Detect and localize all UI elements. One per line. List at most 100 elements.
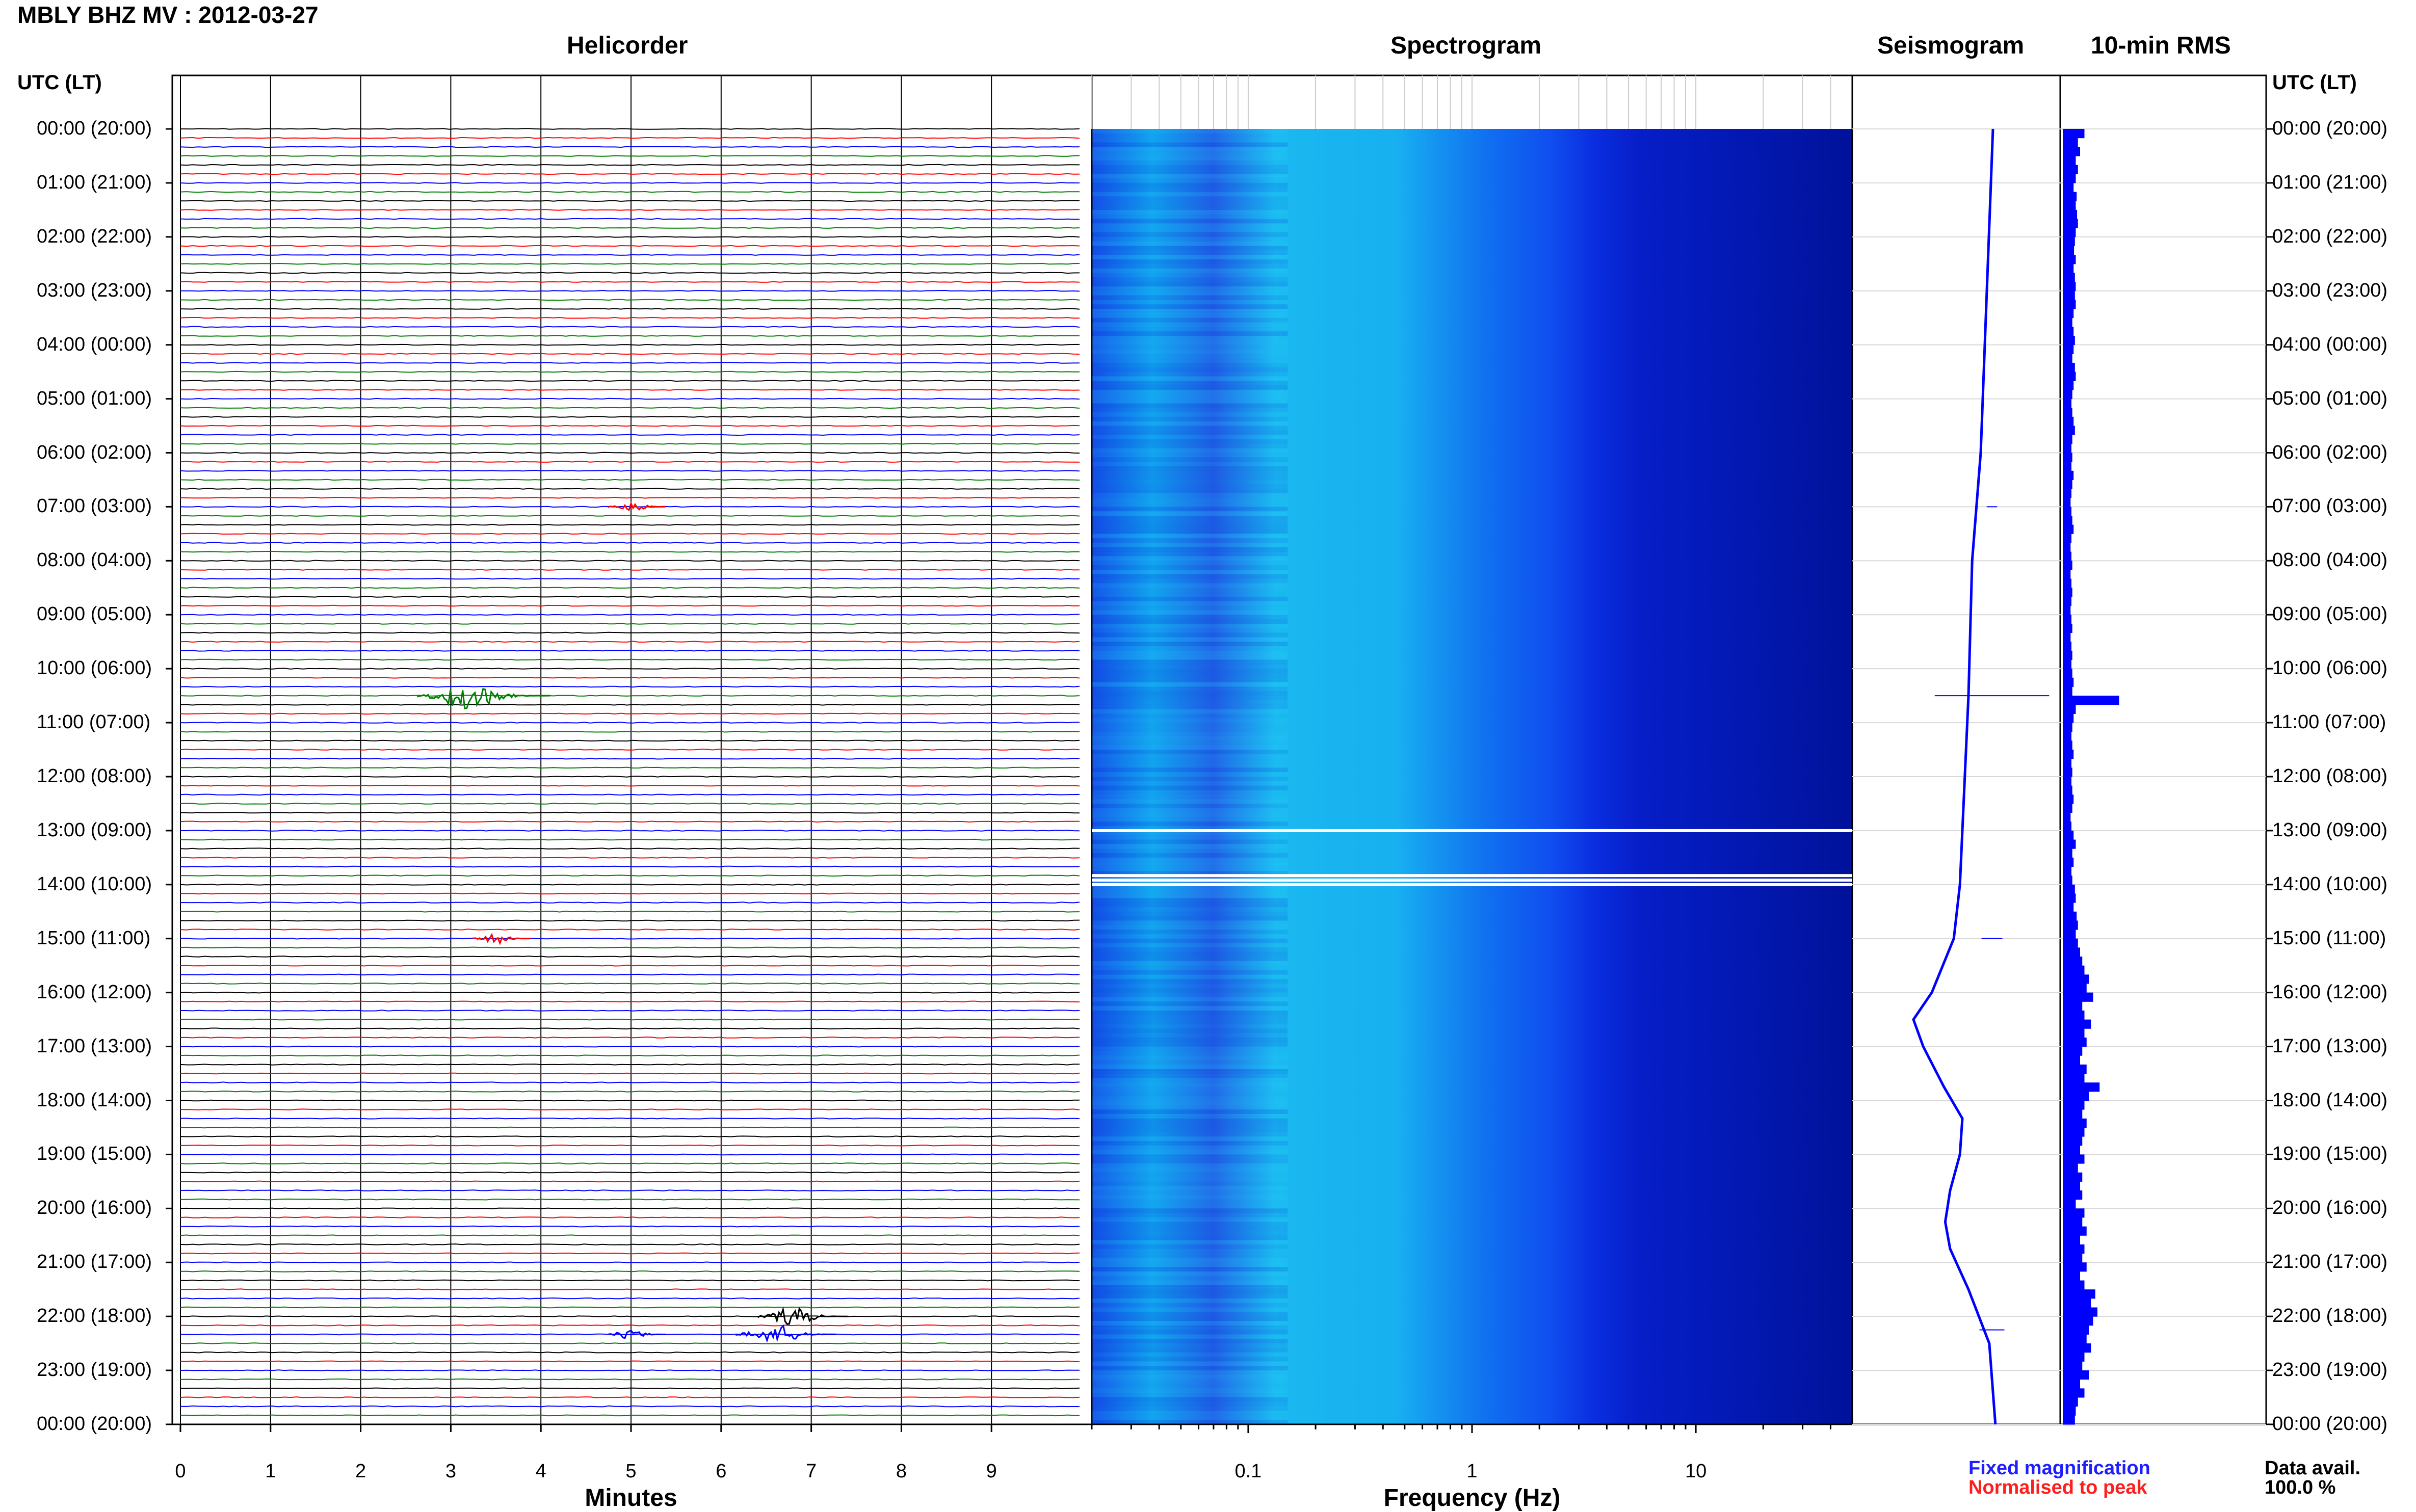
spectrogram-stripe [1092, 1010, 1288, 1015]
spectrogram-stripe [1092, 1069, 1288, 1074]
time-label-left: 09:00 (05:00) [37, 603, 152, 625]
helicorder-trace [180, 218, 1080, 220]
spectrogram-stripe [1092, 794, 1288, 800]
spectrogram-stripe [1092, 466, 1288, 471]
spectrogram-stripe [1092, 1177, 1288, 1182]
rms-bar [2063, 453, 2072, 462]
rms-bars [2063, 129, 2119, 1425]
rms-bar [2063, 893, 2076, 903]
spectrogram-stripe [1092, 866, 1288, 871]
spectrogram-area [1092, 129, 1852, 1424]
helicorder-trace [180, 316, 1080, 319]
helicorder-trace [180, 1064, 1080, 1066]
helicorder-trace [180, 461, 1080, 463]
spectrogram-stripe [1092, 903, 1288, 907]
spectrogram-stripe [1092, 394, 1288, 399]
helicorder-trace [180, 542, 1080, 544]
helicorder-trace [180, 1054, 1080, 1057]
spectrogram-stripe [1092, 516, 1288, 520]
helicorder-trace [180, 803, 1080, 805]
minutes-axis-title: Minutes [585, 1484, 677, 1511]
spectrogram-stripe [1092, 277, 1288, 282]
data-avail-value: 100.0 % [2265, 1477, 2336, 1498]
spectrogram-stripe [1092, 142, 1288, 147]
spectrogram-stripe [1092, 615, 1288, 620]
spectrogram-gap [1092, 874, 1852, 878]
spectrogram-stripe [1092, 988, 1288, 993]
helicorder-trace [180, 380, 1080, 382]
helicorder-trace [180, 416, 1080, 418]
spectrogram-stripe [1092, 263, 1288, 269]
spectrogram-stripe [1092, 358, 1288, 363]
rms-bar [2063, 1235, 2080, 1245]
spectrogram-stripe [1092, 750, 1288, 754]
helicorder-trace [180, 1369, 1080, 1371]
time-label-right: 00:00 (20:00) [2272, 1413, 2388, 1435]
spectrogram-stripe [1092, 709, 1288, 714]
spectrogram-ticks [1091, 75, 1831, 1433]
time-label-left: 19:00 (15:00) [37, 1143, 152, 1165]
spectrogram-stripe [1092, 349, 1288, 354]
rms-bar [2063, 596, 2071, 606]
rms-bar [2063, 1037, 2087, 1047]
time-label-right: 19:00 (15:00) [2272, 1143, 2388, 1165]
spectrogram-stripe [1092, 187, 1288, 192]
spectrogram-stripe [1092, 1055, 1288, 1060]
spectrogram-stripe [1092, 610, 1288, 615]
spectrogram-stripe [1092, 1015, 1288, 1020]
rms-bar [2063, 362, 2075, 373]
spectrogram-stripe [1092, 862, 1288, 867]
rms-bar [2063, 1118, 2087, 1128]
spectrogram-stripe [1092, 290, 1288, 296]
helicorder-trace [180, 749, 1080, 751]
helicorder-trace [180, 956, 1080, 958]
helicorder-trace [180, 838, 1080, 841]
rms-bar [2063, 300, 2076, 309]
time-label-left: 10:00 (06:00) [37, 657, 152, 679]
time-label-right: 02:00 (22:00) [2272, 225, 2388, 247]
spectrogram-stripe [1092, 1401, 1288, 1407]
helicorder-trace [180, 793, 1080, 796]
spectrogram-stripe [1092, 443, 1288, 448]
spectrogram-stripe [1092, 1397, 1288, 1402]
rms-bar [2063, 677, 2074, 687]
spectrogram-stripe [1092, 974, 1288, 979]
spectrogram-stripe [1092, 1168, 1288, 1173]
helicorder-trace [180, 1306, 1080, 1309]
rms-bar [2063, 1343, 2091, 1353]
spectrogram-stripe [1092, 781, 1288, 786]
helicorder-trace [180, 488, 1080, 490]
spectrogram-stripe [1092, 619, 1288, 624]
spectrogram-stripe [1092, 1060, 1288, 1065]
helicorder-trace [180, 991, 1080, 994]
helicorder-trace [180, 1198, 1080, 1201]
rms-bar [2063, 480, 2072, 489]
spectrogram-stripe [1092, 1091, 1288, 1096]
spectrogram-stripe [1092, 453, 1288, 458]
rms-bar [2063, 1091, 2089, 1101]
spectrogram-stripe [1092, 507, 1288, 512]
rms-bar [2063, 426, 2075, 435]
spectrogram-stripe [1092, 389, 1288, 394]
spectrogram-stripe [1092, 160, 1288, 165]
spectrogram-stripe [1092, 1163, 1288, 1168]
spectrogram-stripe [1092, 930, 1288, 934]
spectrogram-stripe [1092, 934, 1288, 939]
spectrogram-stripe [1092, 462, 1288, 466]
rms-bar [2063, 830, 2074, 840]
helicorder-trace [180, 883, 1080, 886]
spectrogram-stripe [1092, 605, 1288, 611]
time-label-left: 21:00 (17:00) [37, 1251, 152, 1273]
spectrogram-stripe [1092, 943, 1288, 948]
helicorder-trace [180, 425, 1080, 427]
spectrogram-stripe [1092, 421, 1288, 426]
helicorder-event [608, 1329, 666, 1339]
helicorder-trace [180, 937, 1080, 940]
helicorder-trace [180, 326, 1080, 328]
rms-bar [2063, 1010, 2085, 1020]
spectrogram-stripe [1092, 1415, 1288, 1420]
helicorder-trace [180, 1144, 1080, 1147]
spectrogram-stripe [1092, 1217, 1288, 1222]
spectrogram-stripe [1092, 1285, 1288, 1290]
helicorder-trace [180, 200, 1080, 202]
